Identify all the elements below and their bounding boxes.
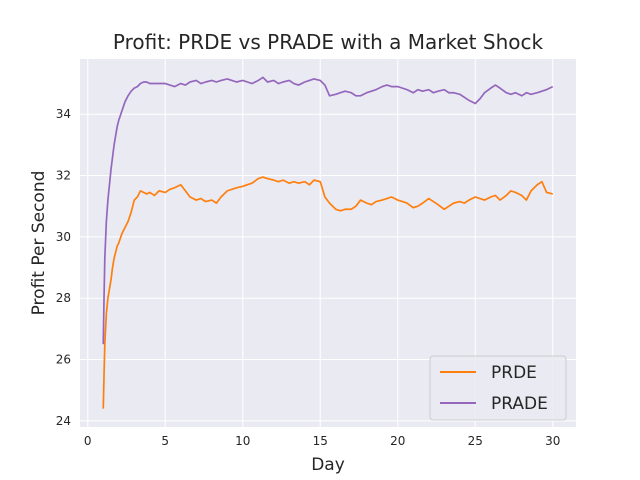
legend-label-prde: PRDE	[491, 363, 537, 383]
x-tick-label: 20	[390, 434, 405, 448]
legend: PRDE PRADE	[429, 355, 567, 421]
x-tick-label: 15	[313, 434, 328, 448]
x-axis-label: Day	[311, 455, 345, 475]
y-tick-label: 34	[56, 107, 71, 121]
chart-title: Profit: PRDE vs PRADE with a Market Shoc…	[113, 30, 544, 54]
legend-label-prade: PRADE	[491, 394, 548, 414]
x-tick-label: 30	[545, 434, 560, 448]
series-line-prde	[102, 176, 553, 409]
y-tick-label: 28	[56, 291, 71, 305]
grid	[80, 59, 576, 427]
y-tick-label: 30	[56, 230, 71, 244]
series-line-prade	[102, 76, 554, 345]
x-tick-label: 10	[235, 434, 250, 448]
x-tick-label: 25	[468, 434, 483, 448]
x-tick-label: 0	[84, 434, 92, 448]
y-axis-label: Profit Per Second	[29, 171, 49, 316]
y-tick-label: 32	[56, 169, 71, 183]
series-lines	[102, 76, 554, 409]
y-tick-label: 24	[56, 414, 71, 428]
tick-labels: 0 5 10 15 20 25 30 24 26 28 30 32 34	[56, 107, 561, 448]
y-tick-label: 26	[56, 353, 71, 367]
x-tick-label: 5	[161, 434, 169, 448]
